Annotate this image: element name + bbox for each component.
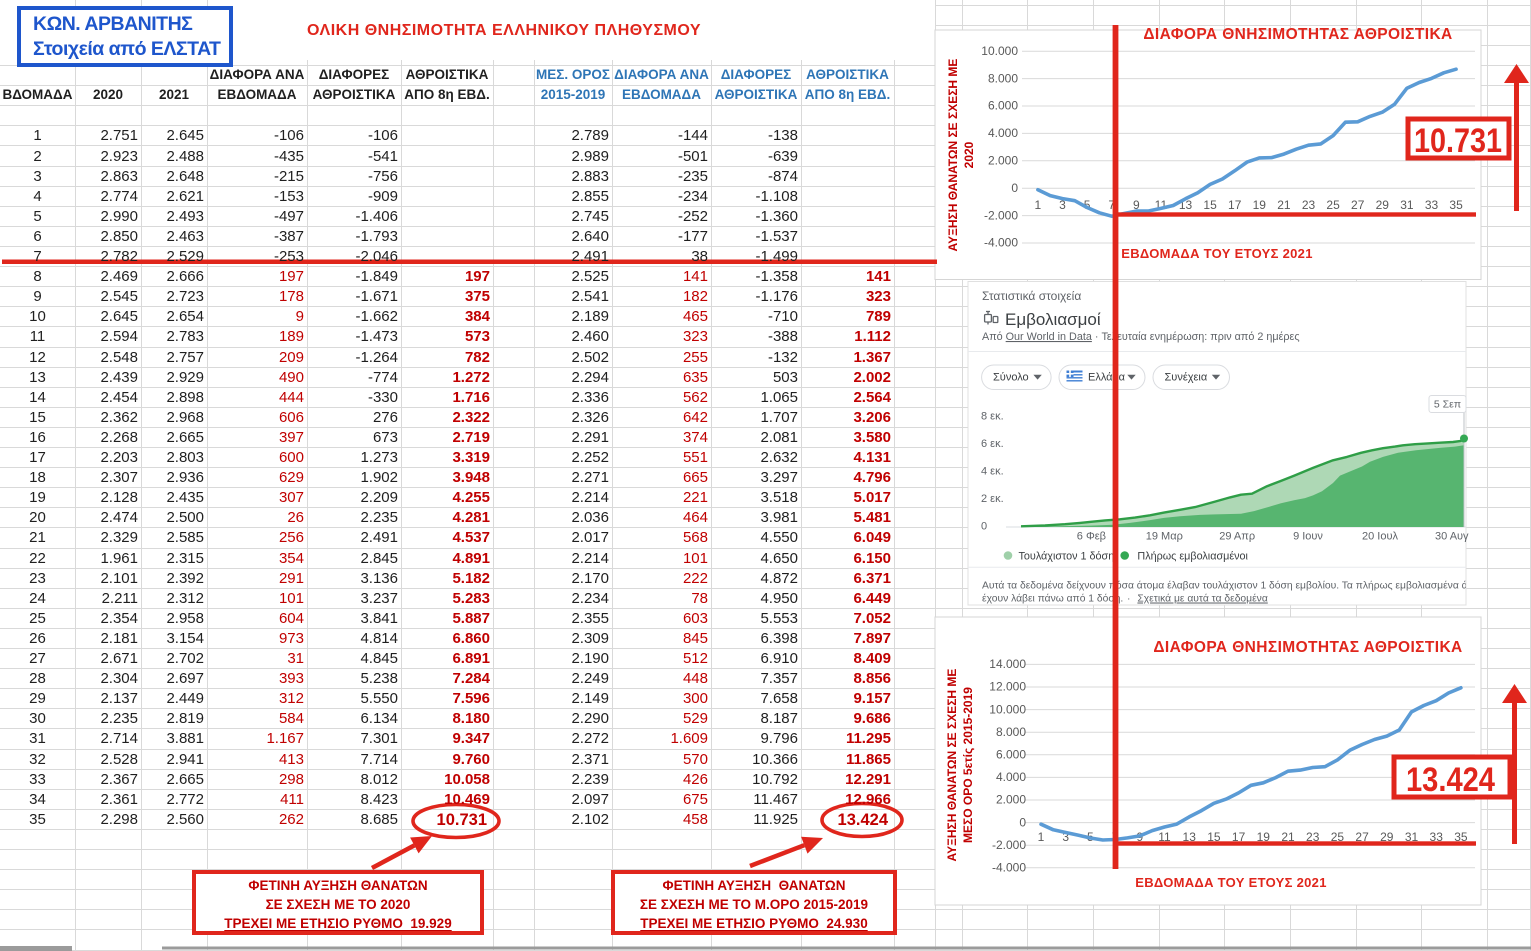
svg-text:5: 5	[1084, 198, 1091, 212]
svg-text:0: 0	[981, 520, 987, 532]
svg-text:27: 27	[1355, 830, 1369, 844]
svg-text:35: 35	[1449, 198, 1463, 212]
svg-text:27: 27	[1351, 198, 1365, 212]
svg-text:6.000: 6.000	[988, 99, 1018, 113]
svg-text:21: 21	[1277, 198, 1291, 212]
svg-text:8.000: 8.000	[996, 725, 1026, 739]
svg-text:9 Ιουν: 9 Ιουν	[1293, 531, 1323, 543]
svg-text:4.000: 4.000	[996, 770, 1026, 784]
svg-text:10.731: 10.731	[1414, 122, 1502, 160]
svg-text:7: 7	[1108, 198, 1115, 212]
svg-text:1: 1	[1038, 830, 1045, 844]
svg-text:19 Μαρ: 19 Μαρ	[1146, 531, 1183, 543]
svg-text:ΕΒΔΟΜΑΔΑ ΤΟΥ ΕΤΟΥΣ 2021: ΕΒΔΟΜΑΔΑ ΤΟΥ ΕΤΟΥΣ 2021	[1121, 246, 1313, 261]
svg-text:3: 3	[1059, 198, 1066, 212]
svg-text:6 εκ.: 6 εκ.	[981, 438, 1004, 450]
svg-text:Τουλάχιστον 1 δόση: Τουλάχιστον 1 δόση	[1019, 551, 1115, 563]
svg-text:25: 25	[1331, 830, 1345, 844]
svg-text:3: 3	[1062, 830, 1069, 844]
svg-text:ΑΥΞΗΣΗ ΘΑΝΑΤΩΝ ΣΕ ΣΧΕΣΗ ΜΕ: ΑΥΞΗΣΗ ΘΑΝΑΤΩΝ ΣΕ ΣΧΕΣΗ ΜΕ	[945, 669, 959, 862]
svg-text:Πλήρως εμβολιασμένοι: Πλήρως εμβολιασμένοι	[1137, 551, 1248, 563]
svg-text:19: 19	[1257, 830, 1271, 844]
svg-text:21: 21	[1281, 830, 1295, 844]
svg-text:29 Απρ: 29 Απρ	[1219, 531, 1255, 543]
svg-text:15: 15	[1207, 830, 1221, 844]
svg-text:19: 19	[1253, 198, 1267, 212]
svg-text:4.000: 4.000	[988, 126, 1018, 140]
svg-text:Από Our World in Data · Τελευτ: Από Our World in Data · Τελευταία ενημέρ…	[982, 331, 1300, 343]
svg-text:8.000: 8.000	[988, 71, 1018, 85]
svg-text:0: 0	[1019, 815, 1026, 829]
svg-text:ΔΙΑΦΟΡΑ ΘΝΗΣΙΜΟΤΗΤΑΣ ΑΘΡΟΙΣΤ: ΔΙΑΦΟΡΑ ΘΝΗΣΙΜΟΤΗΤΑΣ ΑΘΡΟΙΣΤΙΚΑ	[1143, 26, 1452, 43]
svg-text:1: 1	[1035, 198, 1042, 212]
svg-text:15: 15	[1203, 198, 1217, 212]
svg-text:5 Σεπ: 5 Σεπ	[1434, 399, 1461, 411]
svg-text:13: 13	[1183, 830, 1197, 844]
svg-text:35: 35	[1454, 830, 1468, 844]
svg-text:·: ·	[1127, 594, 1130, 605]
svg-text:Στατιστικά στοιχεία: Στατιστικά στοιχεία	[982, 289, 1081, 303]
svg-text:30 Αυγ: 30 Αυγ	[1435, 531, 1469, 543]
svg-text:έχουν λάβει πάνω από 1 δόση.: έχουν λάβει πάνω από 1 δόση.	[982, 593, 1123, 605]
svg-text:14.000: 14.000	[989, 657, 1026, 671]
svg-text:23: 23	[1302, 198, 1316, 212]
svg-text:-2.000: -2.000	[984, 208, 1018, 222]
svg-text:-2.000: -2.000	[992, 838, 1026, 852]
svg-text:29: 29	[1380, 830, 1394, 844]
svg-text:2.000: 2.000	[996, 793, 1026, 807]
svg-text:31: 31	[1400, 198, 1414, 212]
svg-text:33: 33	[1430, 830, 1444, 844]
svg-text:2020: 2020	[962, 141, 976, 168]
svg-text:Αυτά τα δεδομένα δείχνουν πόσα: Αυτά τα δεδομένα δείχνουν πόσα άτομα έλα…	[982, 580, 1489, 592]
svg-text:Εμβολιασμοί: Εμβολιασμοί	[1005, 310, 1101, 329]
svg-text:6 Φεβ: 6 Φεβ	[1077, 531, 1106, 543]
svg-text:17: 17	[1228, 198, 1242, 212]
svg-text:20 Ιουλ: 20 Ιουλ	[1362, 531, 1398, 543]
svg-text:ΕΒΔΟΜΑΔΑ ΤΟΥ ΕΤΟΥΣ 2021: ΕΒΔΟΜΑΔΑ ΤΟΥ ΕΤΟΥΣ 2021	[1135, 875, 1327, 890]
svg-text:12.000: 12.000	[989, 680, 1026, 694]
svg-text:10.000: 10.000	[989, 702, 1026, 716]
svg-text:31: 31	[1405, 830, 1419, 844]
svg-text:0: 0	[1011, 181, 1018, 195]
svg-text:6.000: 6.000	[996, 747, 1026, 761]
svg-text:ΔΙΑΦΟΡΑ ΘΝΗΣΙΜΟΤΗΤΑΣ ΑΘΡΟΙΣΤ: ΔΙΑΦΟΡΑ ΘΝΗΣΙΜΟΤΗΤΑΣ ΑΘΡΟΙΣΤΙΚΑ	[1153, 639, 1462, 656]
svg-text:23: 23	[1306, 830, 1320, 844]
svg-text:33: 33	[1425, 198, 1439, 212]
svg-text:13.424: 13.424	[1406, 761, 1495, 799]
svg-text:-4.000: -4.000	[984, 236, 1018, 250]
svg-text:4 εκ.: 4 εκ.	[981, 465, 1004, 477]
svg-text:2 εκ.: 2 εκ.	[981, 493, 1004, 505]
svg-text:Συνέχεια: Συνέχεια	[1165, 372, 1208, 384]
svg-text:ΜΕΣΟ ΟΡΟ 5ετίς 2015-2019: ΜΕΣΟ ΟΡΟ 5ετίς 2015-2019	[961, 687, 975, 843]
svg-text:Ελλάδα: Ελλάδα	[1088, 372, 1126, 384]
svg-text:Σχετικά με αυτά τα δεδομένα: Σχετικά με αυτά τα δεδομένα	[1137, 593, 1267, 605]
svg-text:25: 25	[1326, 198, 1340, 212]
svg-text:17: 17	[1232, 830, 1246, 844]
svg-text:11: 11	[1158, 830, 1171, 844]
svg-text:2.000: 2.000	[988, 153, 1018, 167]
svg-text:8 εκ.: 8 εκ.	[981, 410, 1004, 422]
svg-text:29: 29	[1376, 198, 1390, 212]
svg-text:ΑΥΞΗΣΗ ΘΑΝΑΤΩΝ ΣΕ ΣΧΕΣΗ ΜΕ: ΑΥΞΗΣΗ ΘΑΝΑΤΩΝ ΣΕ ΣΧΕΣΗ ΜΕ	[946, 59, 960, 252]
svg-text:10.000: 10.000	[981, 44, 1018, 58]
svg-text:Σύνολο: Σύνολο	[993, 372, 1029, 384]
svg-text:-4.000: -4.000	[992, 860, 1026, 874]
svg-text:9: 9	[1133, 198, 1140, 212]
